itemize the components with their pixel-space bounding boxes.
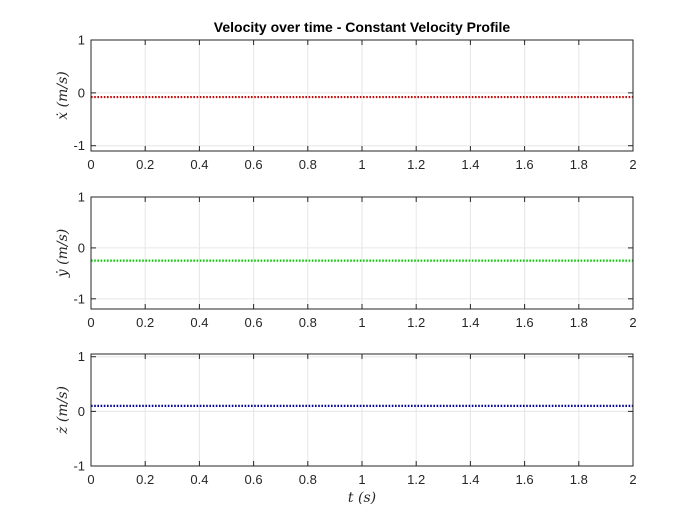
chart-title: Velocity over time - Constant Velocity P… xyxy=(214,19,511,35)
x-tick-label: 1.6 xyxy=(516,472,534,487)
x-tick-label: 1.4 xyxy=(461,315,479,330)
x-tick-label: 0.6 xyxy=(245,472,263,487)
x-tick-label: 0.8 xyxy=(299,315,317,330)
x-axis-label: t (s) xyxy=(348,490,376,506)
x-tick-label: 1 xyxy=(358,315,365,330)
x-tick-label: 1.2 xyxy=(407,157,425,172)
x-tick-label: 1.8 xyxy=(570,472,588,487)
y-axis-label: ż (m/s) xyxy=(55,386,71,435)
x-tick-label: 2 xyxy=(629,315,636,330)
x-tick-label: 2 xyxy=(629,472,636,487)
x-tick-label: 0.8 xyxy=(299,472,317,487)
y-axis-label: ẏ (m/s) xyxy=(55,229,71,278)
x-tick-label: 0.4 xyxy=(190,315,208,330)
x-tick-label: 0 xyxy=(87,472,94,487)
y-tick-label: 0 xyxy=(78,85,85,100)
y-tick-label: 0 xyxy=(78,404,85,419)
x-tick-label: 0.4 xyxy=(190,472,208,487)
x-tick-label: 1.2 xyxy=(407,315,425,330)
y-tick-label: -1 xyxy=(73,291,85,306)
x-tick-label: 1 xyxy=(358,472,365,487)
x-tick-label: 1.4 xyxy=(461,472,479,487)
y-tick-label: 0 xyxy=(78,240,85,255)
x-tick-label: 1.8 xyxy=(570,315,588,330)
x-tick-label: 1.2 xyxy=(407,472,425,487)
y-tick-label: 1 xyxy=(78,190,85,205)
x-tick-label: 2 xyxy=(629,157,636,172)
x-tick-label: 0.4 xyxy=(190,157,208,172)
x-tick-label: 0.6 xyxy=(245,315,263,330)
x-tick-label: 0.2 xyxy=(136,157,154,172)
x-tick-label: 0.2 xyxy=(136,315,154,330)
x-tick-label: 0 xyxy=(87,157,94,172)
y-tick-label: -1 xyxy=(73,459,85,474)
x-tick-label: 1.4 xyxy=(461,157,479,172)
x-tick-label: 1.6 xyxy=(516,315,534,330)
x-tick-label: 0 xyxy=(87,315,94,330)
x-tick-label: 1.6 xyxy=(516,157,534,172)
x-tick-label: 1.8 xyxy=(570,157,588,172)
x-tick-label: 0.8 xyxy=(299,157,317,172)
x-tick-label: 0.6 xyxy=(245,157,263,172)
y-tick-label: -1 xyxy=(73,138,85,153)
x-tick-label: 1 xyxy=(358,157,365,172)
y-axis-label: ẋ (m/s) xyxy=(55,71,71,119)
y-tick-label: 1 xyxy=(78,33,85,48)
x-tick-label: 0.2 xyxy=(136,472,154,487)
y-tick-label: 1 xyxy=(78,349,85,364)
